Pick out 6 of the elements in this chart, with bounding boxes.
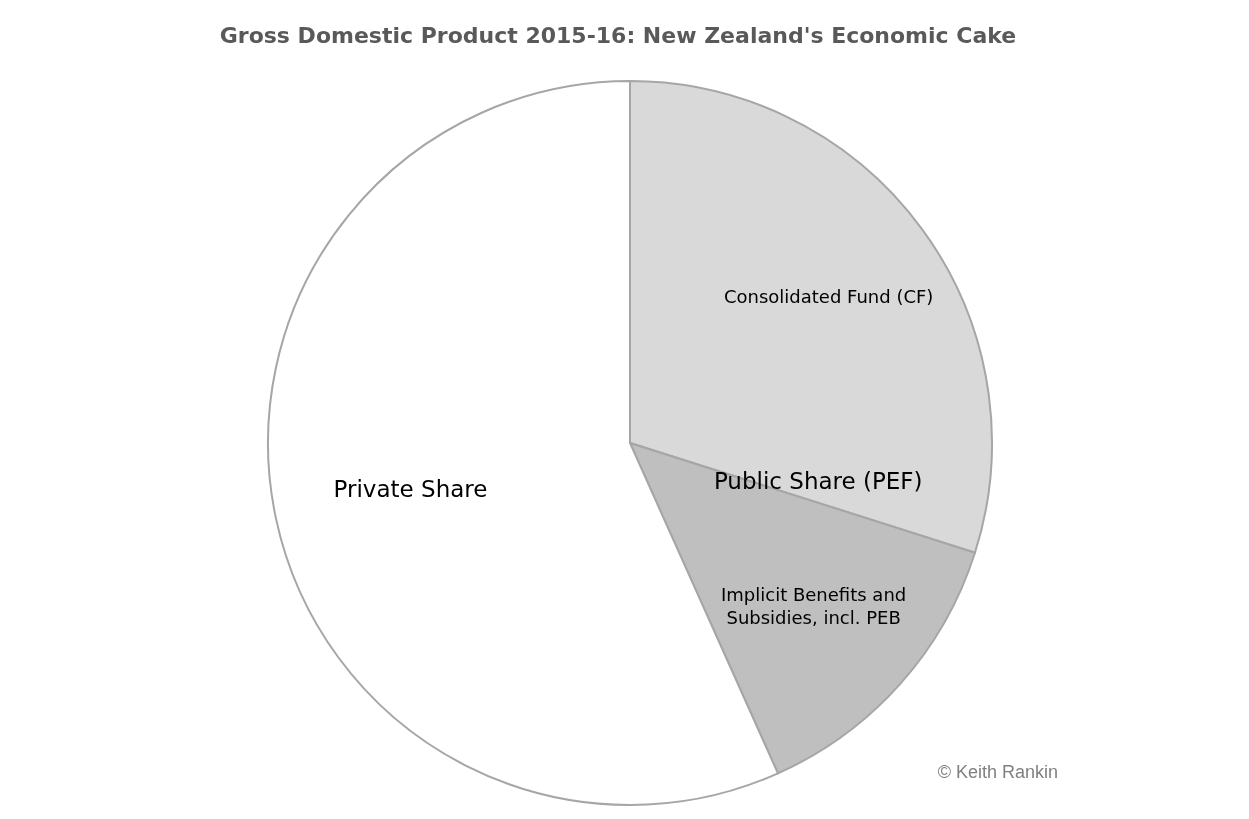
slice-label: Private Share: [333, 475, 488, 502]
text: © Keith Rankin: [937, 762, 1058, 782]
chart-title: Gross Domestic Product 2015-16: New Zealand's Economic Cake: [219, 23, 1017, 48]
text: Public Share (PEF): [713, 468, 923, 495]
slice-label: Implicit Benefits and Subsidies, incl. PEB: [721, 583, 907, 629]
slice-label: Consolidated Fund (CF): [723, 285, 934, 307]
